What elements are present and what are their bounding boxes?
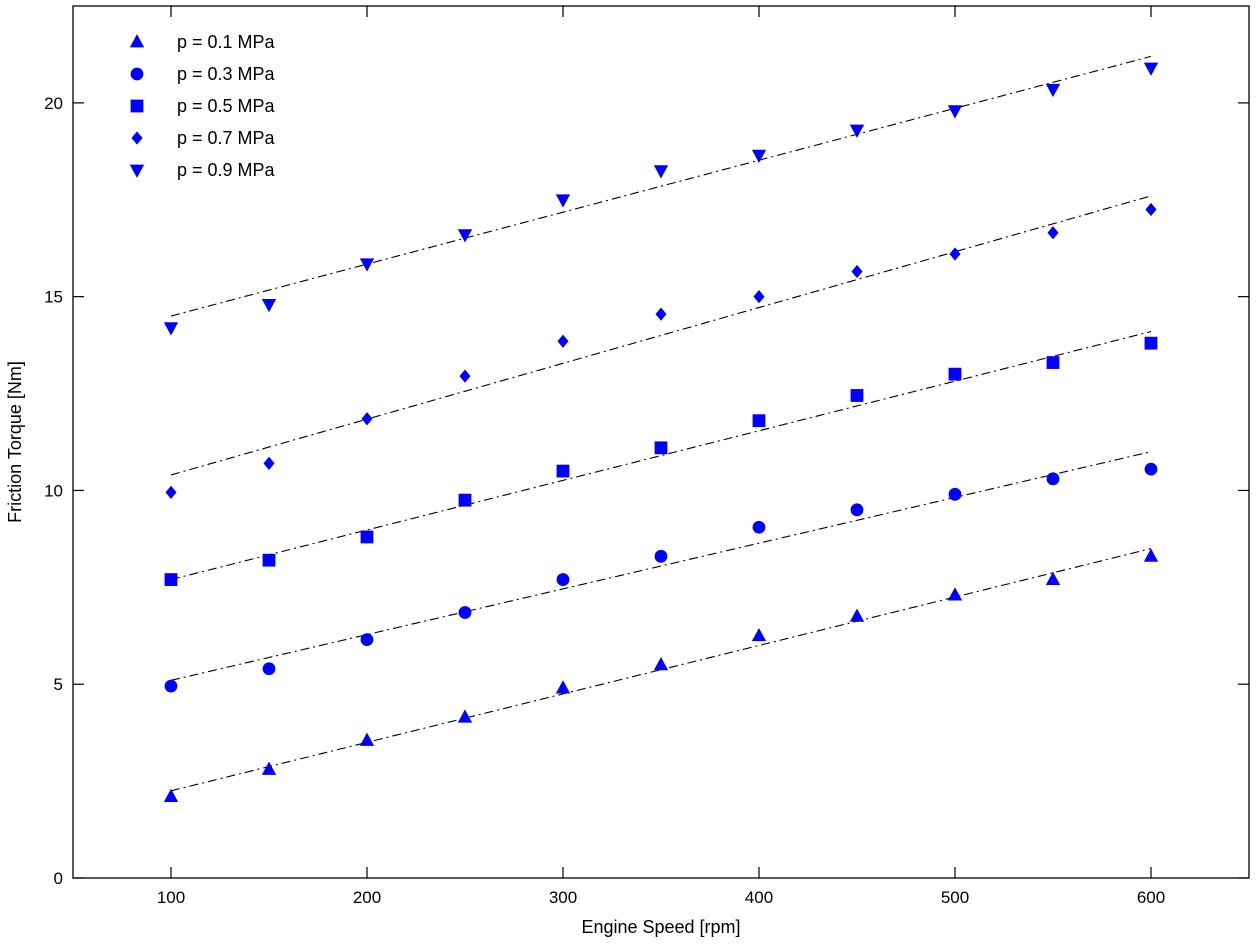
data-markers <box>163 62 1159 803</box>
x-tick-label: 500 <box>941 888 969 907</box>
data-point <box>851 264 863 279</box>
data-point <box>1144 336 1158 350</box>
data-point <box>655 307 667 321</box>
data-point <box>1046 472 1060 486</box>
data-point <box>457 229 473 243</box>
legend-item-3: p = 0.5 MPa <box>130 96 276 116</box>
data-point <box>359 258 375 272</box>
data-point <box>1145 202 1157 217</box>
y-tick-label: 15 <box>44 288 63 307</box>
y-tick-label: 0 <box>54 869 63 888</box>
data-point <box>457 709 473 723</box>
legend-label: p = 0.3 MPa <box>177 64 276 84</box>
legend-marker <box>130 67 144 81</box>
data-point <box>359 732 375 746</box>
data-point <box>555 194 571 208</box>
legend-label: p = 0.9 MPa <box>177 160 276 180</box>
data-point <box>555 680 571 694</box>
fit-line-5 <box>170 55 1152 317</box>
data-point <box>752 520 766 534</box>
x-tick-label: 200 <box>353 888 381 907</box>
fit-line-3 <box>170 331 1152 581</box>
data-point <box>653 657 669 671</box>
data-point <box>949 247 961 261</box>
legend-label: p = 0.1 MPa <box>177 32 276 52</box>
fit-line-4 <box>170 195 1152 476</box>
y-tick-label: 20 <box>44 94 63 113</box>
data-point <box>458 606 472 619</box>
data-point <box>1047 226 1059 240</box>
data-point <box>361 412 373 426</box>
x-tick-label: 300 <box>549 888 577 907</box>
x-tick-label: 100 <box>157 888 185 907</box>
fit-line-1 <box>170 548 1152 792</box>
y-tick-label: 10 <box>44 481 63 500</box>
data-point <box>752 414 766 428</box>
data-point <box>262 662 276 676</box>
legend-item-5: p = 0.9 MPa <box>129 160 276 180</box>
data-point <box>164 679 178 693</box>
legend-item-2: p = 0.3 MPa <box>130 64 276 84</box>
data-point <box>556 464 570 478</box>
legend-marker <box>131 131 143 145</box>
data-point <box>262 553 276 567</box>
legend-item-4: p = 0.7 MPa <box>131 128 276 148</box>
data-point <box>1045 83 1061 98</box>
data-point <box>850 389 864 402</box>
data-point <box>263 456 275 470</box>
data-point <box>1045 571 1061 585</box>
data-point <box>753 290 765 304</box>
legend-item-1: p = 0.1 MPa <box>129 32 276 52</box>
data-point <box>947 587 963 601</box>
data-point <box>948 487 962 501</box>
data-point <box>947 105 963 119</box>
data-point <box>163 322 179 336</box>
data-point <box>360 633 374 647</box>
legend-marker <box>130 99 144 113</box>
data-point <box>1143 548 1159 562</box>
x-axis-label: Engine Speed [rpm] <box>581 917 740 937</box>
x-tick-label: 400 <box>745 888 773 907</box>
data-point <box>261 761 277 775</box>
data-point <box>1144 462 1158 476</box>
data-point <box>360 530 374 544</box>
data-point <box>261 299 277 313</box>
data-point <box>163 788 179 803</box>
data-point <box>948 367 962 381</box>
data-point <box>654 549 668 563</box>
legend-marker <box>129 164 145 178</box>
data-point <box>653 165 669 179</box>
series-3 <box>164 336 1158 586</box>
data-point <box>165 485 177 500</box>
data-point <box>849 608 865 622</box>
data-point <box>849 124 865 138</box>
legend-marker <box>129 34 145 48</box>
data-point <box>654 441 668 455</box>
data-point <box>850 503 864 517</box>
series-1 <box>163 548 1159 803</box>
data-point <box>459 369 471 383</box>
data-point <box>557 334 569 348</box>
legend: p = 0.1 MPa p = 0.3 MPa p = 0.5 MPa p = 0.7… <box>129 32 276 180</box>
legend-label: p = 0.7 MPa <box>177 128 276 148</box>
series-4 <box>165 202 1157 500</box>
y-axis-label: Friction Torque [Nm] <box>5 361 25 523</box>
data-point <box>1046 356 1060 369</box>
legend-label: p = 0.5 MPa <box>177 96 276 116</box>
series-2 <box>164 462 1158 693</box>
fit-line-2 <box>170 451 1152 681</box>
series-5 <box>163 62 1159 336</box>
y-tick-label: 5 <box>54 675 63 694</box>
x-tick-label: 600 <box>1137 888 1165 907</box>
data-point <box>751 149 767 164</box>
data-point <box>458 493 472 507</box>
data-point <box>556 573 570 586</box>
axis-ticks: 100 200 300 400 500 600 0 5 10 15 20 <box>44 6 1249 907</box>
data-point <box>751 627 767 642</box>
data-point <box>164 573 178 586</box>
fit-lines <box>170 55 1152 792</box>
data-point <box>1143 62 1159 76</box>
